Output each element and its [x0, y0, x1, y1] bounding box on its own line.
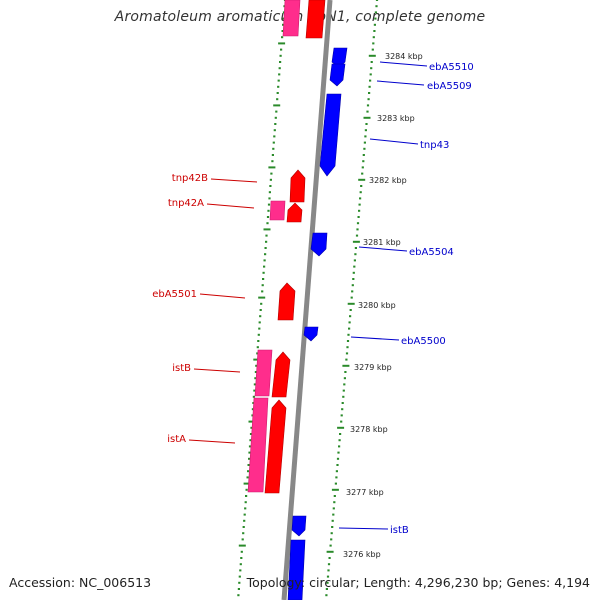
kbp-label: 3282 kbp [369, 176, 407, 185]
topology-text: Topology: circular; Length: 4,296,230 bp… [246, 575, 590, 590]
kbp-label: 3279 kbp [354, 363, 392, 372]
kbp-label: 3276 kbp [343, 550, 381, 559]
gene-istA-pink[interactable] [247, 397, 269, 493]
gene-tnp42A-pink[interactable] [269, 200, 286, 221]
leader-line [369, 138, 419, 145]
gene-label-ebA5504[interactable]: ebA5504 [409, 247, 454, 258]
gene-top-pink[interactable] [282, 0, 301, 37]
leader-line [199, 293, 246, 299]
gene-bottom-blue[interactable] [287, 539, 306, 600]
leader-line [210, 178, 258, 183]
kbp-labels: 3284 kbp 3283 kbp 3282 kbp 3281 kbp 3280… [343, 52, 423, 559]
gene-label-istB[interactable]: istB [172, 363, 191, 374]
map-title: Aromatoleum aromaticum EbN1, complete ge… [114, 9, 486, 25]
gene-label-tnp42A[interactable]: tnp42A [168, 198, 204, 209]
right-tick-rail [325, 0, 379, 597]
gene-tnp42B[interactable] [289, 169, 306, 203]
gene-label-ebA5500[interactable]: ebA5500 [401, 336, 446, 347]
gene-ebA5500[interactable] [303, 326, 319, 342]
leader-line [193, 368, 241, 373]
gene-label-istA[interactable]: istA [167, 434, 186, 445]
forward-genes [247, 0, 326, 494]
accession-text: Accession: NC_006513 [9, 575, 152, 590]
gene-istA-red[interactable] [264, 399, 287, 494]
gene-tnp42A[interactable] [286, 202, 303, 223]
gene-istB-right[interactable] [291, 515, 307, 537]
gene-top-red[interactable] [305, 0, 326, 39]
kbp-label: 3284 kbp [385, 52, 423, 61]
gene-label-ebA5501[interactable]: ebA5501 [152, 289, 197, 300]
kbp-label: 3280 kbp [358, 301, 396, 310]
left-gene-labels: tnp42B tnp42A ebA5501 istB istA [152, 173, 258, 445]
leader-line [188, 439, 236, 444]
leader-line [358, 246, 408, 252]
leader-line [379, 61, 428, 67]
kbp-label: 3278 kbp [350, 425, 388, 434]
leader-line [338, 527, 389, 530]
leader-line [376, 80, 425, 86]
gene-istB-left-red[interactable] [271, 351, 291, 398]
gene-tnp43[interactable] [319, 93, 342, 177]
leader-line [206, 203, 255, 209]
gene-label-ebA5510[interactable]: ebA5510 [429, 62, 474, 73]
gene-label-tnp42B[interactable]: tnp42B [172, 173, 208, 184]
right-gene-labels: ebA5510 ebA5509 tnp43 ebA5504 ebA5500 is… [338, 61, 474, 536]
gene-ebA5501[interactable] [277, 282, 296, 321]
gene-label-ebA5509[interactable]: ebA5509 [427, 81, 472, 92]
gene-ebA5509[interactable] [329, 63, 346, 87]
gene-istB-left-pink[interactable] [254, 349, 273, 397]
gene-label-tnp43[interactable]: tnp43 [420, 140, 449, 151]
gene-label-istB-right[interactable]: istB [390, 525, 409, 536]
kbp-label: 3277 kbp [346, 488, 384, 497]
leader-line [350, 336, 400, 341]
reverse-genes [287, 47, 348, 600]
genome-backbone [281, 0, 333, 600]
kbp-label: 3283 kbp [377, 114, 415, 123]
gene-ebA5504[interactable] [310, 232, 328, 257]
kbp-label: 3281 kbp [363, 238, 401, 247]
